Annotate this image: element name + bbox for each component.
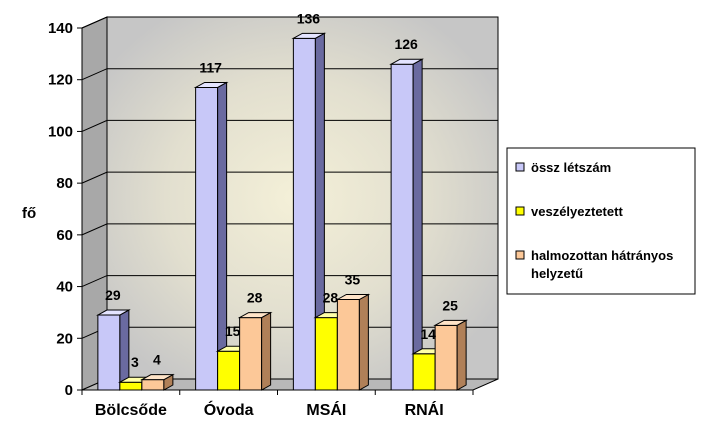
y-tick-label: 140 [48, 20, 73, 37]
bar-side [456, 319, 467, 391]
bar-front [195, 86, 219, 391]
gridline [81, 275, 498, 288]
data-label: 4 [153, 352, 161, 368]
bar [335, 293, 371, 391]
gridline [81, 68, 498, 81]
bar-side [217, 81, 228, 391]
gridline [81, 119, 498, 132]
bar-top [389, 58, 425, 65]
bar-top [291, 32, 327, 39]
bar-top [193, 81, 229, 88]
data-label: 29 [105, 287, 121, 303]
bar-front [336, 299, 360, 391]
data-label: 136 [297, 10, 321, 26]
x-tick-label: Bölcsőde [95, 402, 167, 419]
y-axis-label: fő [22, 205, 36, 222]
bar-front [141, 379, 165, 391]
data-label: 25 [442, 297, 458, 313]
y-tick-label: 20 [56, 330, 73, 347]
y-tick-label: 60 [56, 227, 73, 244]
bar [95, 309, 131, 391]
bar-side [358, 293, 369, 391]
data-label: 117 [199, 59, 222, 75]
data-label: 28 [247, 290, 263, 306]
bar-front [412, 353, 436, 391]
bar-top [335, 294, 371, 300]
gridline [81, 223, 498, 236]
legend-swatch [515, 250, 525, 260]
y-tick-label: 40 [56, 279, 73, 296]
bar [139, 373, 175, 391]
legend-label: helyzetű [531, 266, 583, 281]
bar [389, 58, 425, 391]
x-tick-label: MSÁI [306, 400, 346, 419]
legend-label: halmozottan hátrányos [531, 248, 673, 263]
legend-swatch [515, 206, 525, 216]
x-tick-label: RNÁI [405, 400, 444, 419]
legend-swatch [515, 162, 525, 172]
legend-label: veszélyeztetett [531, 204, 623, 219]
bar [193, 81, 229, 391]
bar-front [292, 37, 316, 391]
legend-box [506, 147, 696, 295]
bar-front [314, 317, 338, 391]
bar-front [390, 63, 414, 391]
bar-top [95, 309, 131, 316]
gridline [81, 16, 498, 29]
bar-front [119, 381, 143, 391]
gridline [81, 171, 498, 184]
data-label: 28 [323, 290, 339, 306]
bar [291, 32, 327, 391]
y-tick-label: 100 [48, 123, 73, 140]
bar-front [239, 317, 263, 391]
bar [433, 319, 469, 391]
bar-front [97, 314, 121, 391]
y-tick-label: 80 [56, 175, 73, 192]
x-tick-label: Óvoda [204, 400, 254, 419]
y-tick-label: 0 [65, 382, 73, 399]
data-label: 14 [420, 326, 436, 342]
data-label: 35 [345, 272, 361, 288]
bar-side [261, 311, 272, 391]
y-tick-label: 120 [48, 72, 73, 89]
bar-top [433, 319, 469, 326]
bar-top [139, 374, 175, 381]
data-label: 15 [225, 323, 241, 339]
bar-front [217, 350, 241, 391]
data-label: 126 [394, 36, 418, 52]
bar-top [237, 312, 273, 319]
legend-label: össz létszám [531, 160, 611, 175]
data-label: 3 [131, 354, 139, 370]
bar [237, 311, 273, 391]
bar-front [434, 324, 458, 391]
